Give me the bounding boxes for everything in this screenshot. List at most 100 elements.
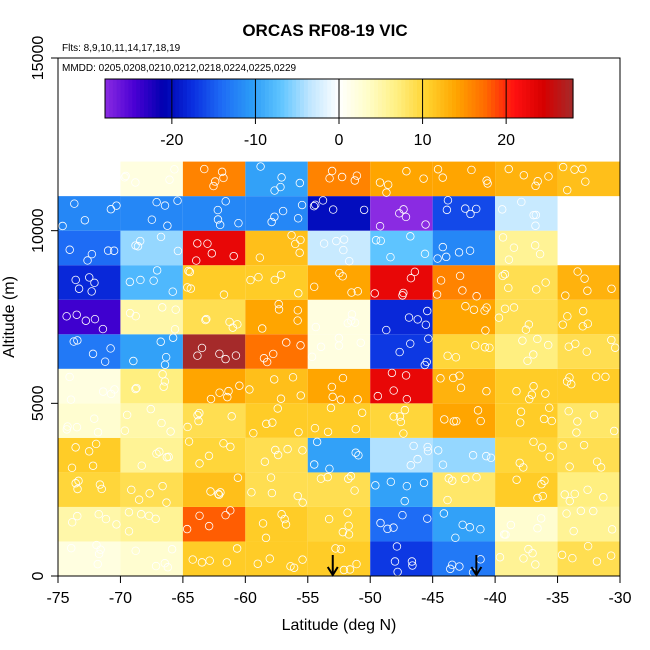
sample-point	[186, 284, 196, 293]
heatmap-cell	[432, 196, 496, 231]
sample-point	[134, 495, 144, 504]
sample-point	[424, 334, 433, 343]
sample-point	[401, 212, 411, 222]
sample-point	[579, 440, 589, 450]
sample-point	[280, 514, 289, 524]
sample-point	[221, 354, 230, 364]
sample-point	[351, 448, 360, 457]
sample-point	[371, 236, 381, 245]
colorbar-segment	[409, 79, 414, 118]
heatmap-cell	[120, 437, 183, 473]
sample-point	[219, 439, 228, 448]
sample-point	[73, 484, 82, 494]
heatmap-cell	[182, 541, 246, 576]
sample-point	[269, 349, 278, 359]
colorbar-segment	[475, 79, 480, 118]
sample-point	[247, 488, 256, 497]
sample-point	[471, 341, 480, 350]
heatmap-cell	[370, 506, 433, 542]
colorbar-segment	[303, 79, 309, 118]
sample-point	[256, 162, 265, 171]
sample-point	[93, 559, 102, 569]
sample-point	[578, 164, 587, 174]
sample-point	[547, 416, 556, 426]
sample-point	[319, 239, 329, 248]
sample-point	[518, 336, 527, 345]
colorbar-segment	[436, 79, 441, 118]
sample-point	[557, 550, 567, 560]
sample-point	[335, 268, 344, 278]
sample-point	[145, 489, 154, 498]
colorbar-segment	[424, 79, 430, 118]
heatmap-cell	[182, 299, 246, 335]
sample-point	[523, 356, 532, 366]
heatmap-cell	[432, 403, 496, 438]
colorbar-segment	[440, 79, 445, 118]
heatmap-cell	[58, 265, 121, 300]
sample-point	[515, 458, 524, 468]
sample-point	[163, 563, 173, 572]
sample-point	[532, 285, 541, 294]
sample-point	[184, 437, 194, 446]
sample-point	[209, 181, 218, 191]
sample-point	[461, 302, 470, 311]
sample-point	[389, 412, 398, 421]
heatmap-cell	[432, 334, 496, 369]
heatmap-cell	[182, 437, 246, 473]
sample-point	[560, 490, 569, 499]
sample-point	[408, 561, 417, 570]
sample-point	[286, 562, 295, 571]
heatmap-cell	[245, 541, 308, 576]
colorbar-segment	[420, 79, 426, 118]
sample-point	[589, 410, 599, 419]
sample-point	[531, 560, 540, 569]
sample-point	[168, 287, 177, 296]
colorbar-segment	[557, 79, 562, 118]
sample-point	[97, 484, 106, 494]
sample-point	[135, 236, 145, 246]
sample-point	[173, 196, 182, 205]
sample-point	[254, 272, 263, 282]
sample-point	[449, 417, 458, 426]
sample-point	[127, 485, 136, 495]
sample-point	[467, 165, 476, 175]
x-tick-label: -40	[484, 590, 507, 607]
sample-point	[273, 450, 283, 460]
sample-point	[607, 284, 616, 293]
sample-point	[81, 316, 91, 325]
sample-point	[558, 320, 567, 329]
chart-title: ORCAS RF08-19 VIC	[242, 21, 407, 40]
colorbar-segment	[522, 79, 527, 118]
sample-point	[235, 381, 244, 390]
heatmap-cell	[557, 334, 620, 369]
sample-point	[310, 460, 319, 469]
sample-point	[531, 221, 540, 230]
colorbar-segment	[284, 79, 289, 118]
sample-point	[395, 412, 405, 421]
sample-point	[197, 558, 207, 567]
sample-point	[160, 201, 170, 210]
sample-point	[110, 385, 119, 394]
colorbar-tick-label: 0	[335, 132, 344, 149]
sample-point	[396, 417, 406, 427]
sample-point	[311, 322, 321, 332]
sample-point	[267, 488, 277, 498]
sample-point	[350, 486, 359, 495]
sample-point	[293, 214, 303, 223]
heatmap-cell	[307, 472, 371, 507]
sample-point	[253, 559, 262, 568]
sample-point	[221, 510, 230, 520]
sample-point	[90, 278, 99, 288]
colorbar-segment	[128, 79, 133, 118]
colorbar-segment	[268, 79, 274, 118]
sample-point	[535, 249, 545, 259]
colorbar-segment	[530, 79, 535, 118]
sample-point	[339, 245, 348, 255]
x-tick-label: -65	[171, 590, 194, 607]
sample-point	[486, 453, 496, 462]
sample-point	[120, 426, 130, 435]
sample-point	[206, 394, 216, 404]
sample-point	[223, 392, 232, 402]
sample-point	[271, 445, 280, 455]
sample-point	[544, 172, 553, 181]
